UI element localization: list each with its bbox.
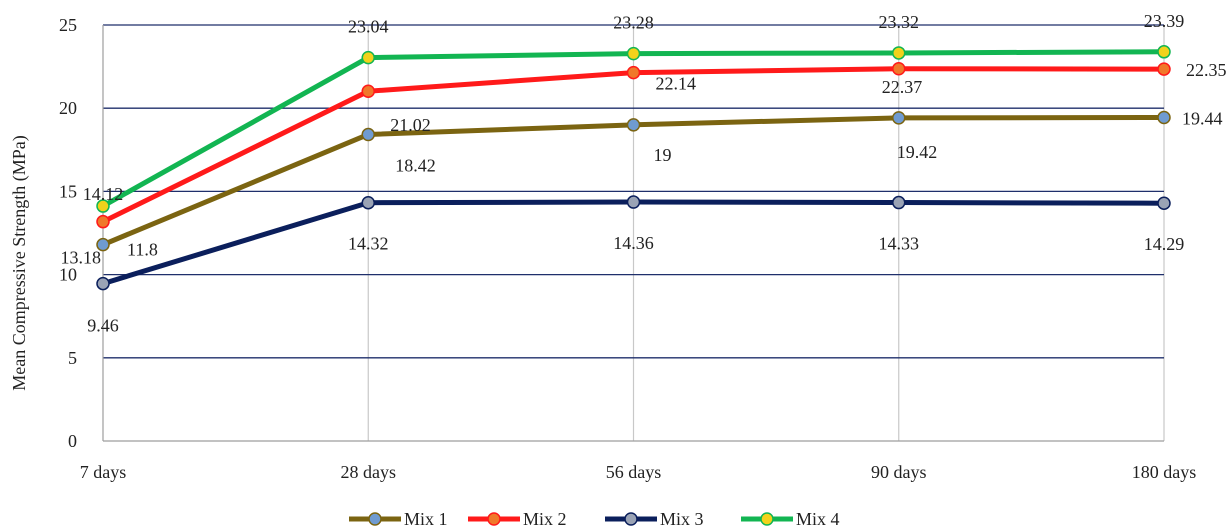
data-point-mix-1 bbox=[1157, 110, 1171, 125]
y-tick-label: 10 bbox=[59, 265, 77, 285]
data-point-mix-2 bbox=[96, 214, 110, 229]
data-point-mix-2 bbox=[1157, 62, 1171, 76]
legend-marker bbox=[487, 512, 501, 526]
x-tick-label: 90 days bbox=[871, 462, 927, 482]
data-label: 18.42 bbox=[395, 155, 436, 175]
legend-marker bbox=[624, 512, 638, 526]
legend-item: Mix 2 bbox=[468, 509, 567, 529]
x-tick-label: 56 days bbox=[606, 462, 662, 482]
grid bbox=[103, 24, 1165, 441]
data-point-mix-1 bbox=[361, 127, 375, 142]
y-tick-label: 5 bbox=[68, 348, 77, 368]
data-label: 23.28 bbox=[613, 13, 654, 33]
data-label: 22.14 bbox=[656, 74, 697, 94]
x-tick-label: 28 days bbox=[341, 462, 397, 482]
data-label: 14.29 bbox=[1144, 234, 1185, 254]
data-label: 14.32 bbox=[348, 234, 389, 254]
data-label: 14.12 bbox=[83, 184, 124, 204]
y-tick-label: 15 bbox=[59, 181, 77, 201]
series-markers bbox=[96, 45, 1171, 291]
legend-label: Mix 3 bbox=[660, 509, 704, 529]
x-tick-label: 7 days bbox=[80, 462, 127, 482]
data-point-mix-3 bbox=[96, 276, 110, 291]
data-label: 19.42 bbox=[897, 142, 938, 162]
data-label: 14.33 bbox=[879, 234, 920, 254]
legend-item: Mix 1 bbox=[349, 509, 448, 529]
data-point-mix-1 bbox=[626, 118, 641, 132]
data-label: 9.46 bbox=[87, 316, 119, 336]
data-point-mix-3 bbox=[1157, 196, 1171, 210]
data-point-mix-2 bbox=[892, 62, 906, 76]
legend-item: Mix 4 bbox=[741, 509, 840, 529]
data-point-mix-1 bbox=[892, 111, 906, 125]
y-axis-title: Mean Compressive Strength (MPa) bbox=[9, 135, 30, 390]
data-label: 23.39 bbox=[1144, 11, 1185, 31]
axes: 0 5 10 15 20 25 7 days 28 days 56 days 90 days 180… bbox=[59, 15, 1196, 482]
data-label: 21.02 bbox=[390, 115, 431, 135]
legend-label: Mix 1 bbox=[404, 509, 448, 529]
data-label: 23.04 bbox=[348, 17, 389, 37]
y-tick-label: 0 bbox=[68, 431, 77, 451]
data-point-mix-1 bbox=[96, 237, 110, 252]
legend: Mix 1 Mix 2 Mix 3 Mix 4 bbox=[349, 509, 840, 529]
legend-marker bbox=[368, 512, 382, 526]
legend-label: Mix 4 bbox=[796, 509, 840, 529]
data-point-mix-4 bbox=[96, 199, 110, 213]
data-label: 19 bbox=[654, 145, 672, 165]
data-label: 19.44 bbox=[1182, 109, 1223, 129]
data-point-mix-4 bbox=[361, 50, 375, 65]
data-point-mix-3 bbox=[626, 195, 641, 209]
y-tick-label: 20 bbox=[59, 98, 77, 118]
data-point-mix-4 bbox=[892, 46, 906, 60]
legend-marker bbox=[760, 512, 774, 526]
data-point-mix-4 bbox=[626, 46, 641, 61]
data-point-mix-4 bbox=[1157, 45, 1171, 59]
data-label: 14.36 bbox=[613, 233, 654, 253]
legend-item: Mix 3 bbox=[605, 509, 704, 529]
data-labels: 11.8 18.42 19 19.42 19.44 13.18 21.02 22.14 22.3… bbox=[61, 11, 1227, 336]
data-point-mix-3 bbox=[892, 195, 906, 210]
y-tick-label: 25 bbox=[59, 15, 77, 35]
data-point-mix-2 bbox=[626, 65, 641, 80]
data-label: 23.32 bbox=[879, 12, 920, 32]
data-point-mix-2 bbox=[361, 84, 375, 98]
data-label: 13.18 bbox=[61, 248, 102, 268]
legend-label: Mix 2 bbox=[523, 509, 567, 529]
data-label: 11.8 bbox=[127, 240, 158, 260]
x-tick-label: 180 days bbox=[1132, 462, 1197, 482]
data-label: 22.35 bbox=[1186, 60, 1227, 80]
data-point-mix-3 bbox=[361, 195, 375, 210]
data-label: 22.37 bbox=[882, 77, 923, 97]
